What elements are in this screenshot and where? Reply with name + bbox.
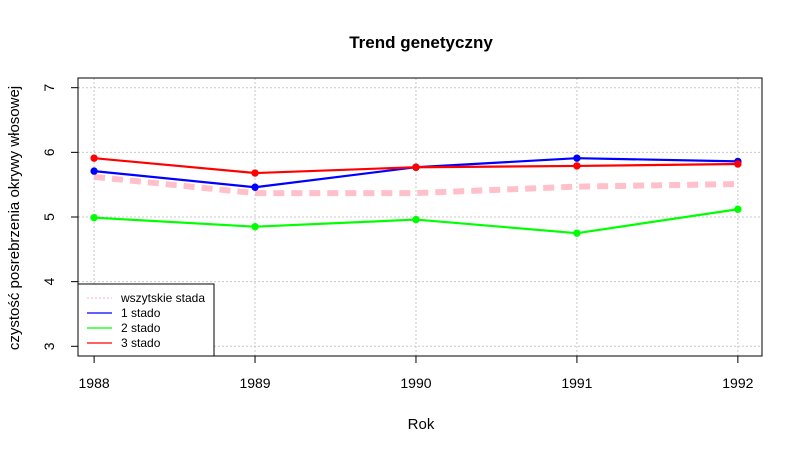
- y-tick-label: 6: [41, 148, 57, 156]
- data-point: [412, 215, 420, 224]
- y-tick-label: 3: [41, 342, 57, 350]
- data-point: [412, 163, 420, 171]
- data-point: [734, 160, 742, 168]
- x-axis: 1988 1989 1990 1991 1992: [79, 356, 754, 391]
- data-point: [251, 222, 259, 231]
- data-point: [90, 154, 98, 162]
- legend-box: [77, 283, 215, 357]
- x-tick-label: 1991: [561, 375, 592, 391]
- chart-title: Trend genetyczny: [349, 33, 493, 52]
- data-point: [573, 229, 581, 237]
- x-axis-label: Rok: [408, 416, 435, 433]
- grid: [78, 78, 762, 356]
- legend-label: 3 stado: [121, 336, 161, 350]
- x-tick-label: 1988: [79, 375, 110, 391]
- y-tick-label: 5: [41, 213, 57, 221]
- data-point: [573, 154, 581, 162]
- x-tick-label: 1989: [239, 375, 270, 391]
- x-tick-label: 1990: [400, 375, 431, 391]
- legend-label: 2 stado: [121, 321, 161, 335]
- x-tick-label: 1992: [722, 375, 753, 391]
- series-layer: [90, 154, 742, 237]
- data-point: [573, 162, 581, 170]
- y-axis: 3 4 5 6 7: [41, 84, 78, 350]
- y-tick-label: 4: [41, 278, 57, 286]
- data-point: [251, 183, 259, 191]
- legend-label: 1 stado: [121, 306, 161, 320]
- data-point: [90, 213, 98, 222]
- data-point: [251, 169, 259, 177]
- legend-label: wszytskie stada: [120, 291, 205, 305]
- data-point: [90, 167, 98, 175]
- data-point: [734, 205, 742, 213]
- y-tick-label: 7: [41, 84, 57, 92]
- y-axis-label: czystość posrebrzenia okrywy włosowej: [6, 86, 23, 350]
